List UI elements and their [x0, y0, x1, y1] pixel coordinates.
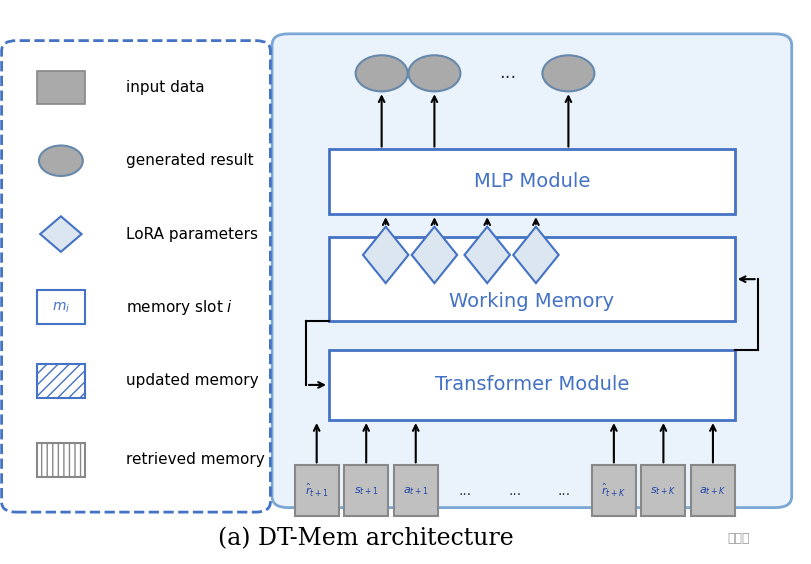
Circle shape: [39, 146, 83, 176]
Polygon shape: [464, 227, 509, 283]
Text: ...: ...: [458, 484, 471, 497]
Text: LoRA parameters: LoRA parameters: [126, 227, 258, 241]
Polygon shape: [513, 227, 558, 283]
Text: ...: ...: [498, 64, 516, 82]
Text: $\tilde{a}_{t+3}$: $\tilde{a}_{t+3}$: [421, 66, 447, 81]
FancyBboxPatch shape: [294, 465, 338, 516]
Circle shape: [355, 55, 407, 91]
FancyBboxPatch shape: [591, 465, 635, 516]
Text: ...: ...: [508, 484, 521, 497]
FancyBboxPatch shape: [36, 364, 85, 398]
Text: ...: ...: [557, 484, 570, 497]
Text: $s_{t+K}$: $s_{t+K}$: [650, 485, 676, 496]
FancyBboxPatch shape: [36, 443, 85, 477]
FancyBboxPatch shape: [2, 41, 270, 512]
Text: input data: input data: [126, 80, 204, 95]
Text: generated result: generated result: [126, 153, 253, 168]
Text: retrieved memory: retrieved memory: [126, 452, 264, 467]
Text: $\tilde{a}_{t+K}$: $\tilde{a}_{t+K}$: [554, 66, 581, 81]
Circle shape: [408, 55, 460, 91]
FancyBboxPatch shape: [328, 350, 734, 420]
Text: Transformer Module: Transformer Module: [434, 376, 629, 394]
Text: $a_{t+1}$: $a_{t+1}$: [402, 485, 428, 496]
Text: $\hat{r}_{t+K}$: $\hat{r}_{t+K}$: [601, 482, 625, 499]
FancyBboxPatch shape: [690, 465, 734, 516]
FancyBboxPatch shape: [36, 70, 85, 104]
FancyBboxPatch shape: [328, 149, 734, 214]
Text: $\hat{r}_{t+1}$: $\hat{r}_{t+1}$: [305, 482, 328, 499]
FancyBboxPatch shape: [344, 465, 388, 516]
Text: Working Memory: Working Memory: [448, 292, 614, 311]
FancyBboxPatch shape: [272, 34, 791, 508]
Polygon shape: [411, 227, 457, 283]
Text: $\tilde{a}_{t+2}$: $\tilde{a}_{t+2}$: [368, 66, 394, 81]
Polygon shape: [363, 227, 408, 283]
Text: $m_i$: $m_i$: [52, 300, 70, 315]
Text: 量子位: 量子位: [727, 532, 749, 545]
Circle shape: [542, 55, 594, 91]
FancyBboxPatch shape: [36, 290, 85, 324]
Text: memory slot $i$: memory slot $i$: [126, 298, 233, 317]
FancyBboxPatch shape: [393, 465, 437, 516]
Text: (a) DT-Mem architecture: (a) DT-Mem architecture: [217, 527, 513, 550]
Polygon shape: [41, 217, 81, 252]
Text: MLP Module: MLP Module: [473, 173, 590, 191]
Text: $s_{t+1}$: $s_{t+1}$: [354, 485, 378, 496]
FancyBboxPatch shape: [641, 465, 684, 516]
Text: $a_{t+K}$: $a_{t+K}$: [698, 485, 726, 496]
Text: updated memory: updated memory: [126, 373, 258, 388]
FancyBboxPatch shape: [328, 237, 734, 321]
